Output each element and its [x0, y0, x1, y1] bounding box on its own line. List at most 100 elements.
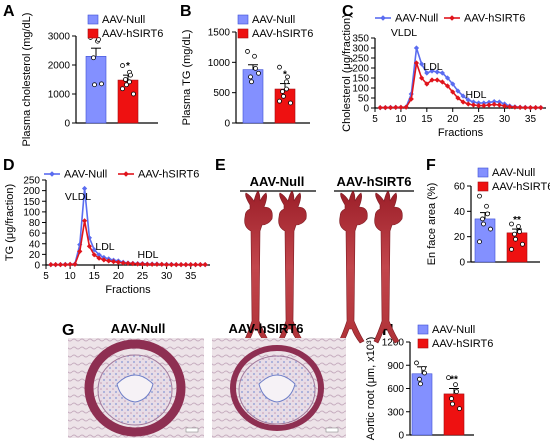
data-point [120, 86, 125, 92]
y-tick-label: 350 [352, 34, 369, 45]
y-tick-label: 250 [23, 176, 40, 187]
x-tick-label: 15 [421, 114, 433, 125]
annotation-label: HDL [137, 249, 158, 261]
significance-marker: ** [513, 215, 521, 226]
x-tick-label: 25 [137, 271, 149, 282]
data-point [135, 261, 141, 267]
data-point [522, 105, 528, 111]
data-point [387, 105, 394, 111]
legend-label: AAV-Null [492, 167, 535, 179]
data-point [422, 370, 427, 376]
y-tick-label: 200 [352, 64, 369, 75]
x-tick-label: 5 [43, 271, 49, 282]
data-point [188, 262, 194, 268]
data-point [429, 68, 435, 74]
data-point [512, 104, 518, 110]
legend-swatch [87, 28, 99, 39]
data-point [173, 262, 179, 268]
y-tick-label: 300 [387, 407, 404, 418]
bar [242, 69, 264, 124]
data-point [99, 81, 104, 87]
data-point [457, 406, 462, 412]
data-point [91, 55, 96, 61]
e-sirt6-label: AAV-hSIRT6 [337, 174, 412, 189]
legend-swatch [477, 167, 489, 178]
data-point [183, 262, 189, 268]
data-point [413, 45, 420, 51]
data-point [81, 218, 88, 224]
data-point [256, 70, 261, 76]
legend-label: AAV-hSIRT6 [464, 13, 525, 25]
significance-marker: * [126, 61, 130, 72]
data-point [92, 82, 97, 88]
data-point [419, 61, 425, 67]
data-point [253, 66, 258, 71]
data-point [488, 226, 493, 232]
series-line [380, 47, 541, 109]
x-tick-label: 20 [447, 114, 459, 125]
data-point [509, 221, 514, 227]
legend-swatch [87, 14, 99, 25]
data-point [168, 262, 175, 268]
legend-swatch [417, 338, 429, 349]
legend-label: AAV-hSIRT6 [138, 169, 199, 181]
data-point [408, 96, 414, 102]
scale-bar-null [185, 427, 199, 433]
data-point [481, 103, 487, 109]
y-tick-label: 1000 [48, 90, 71, 101]
g-sirt6-label: AAV-hSIRT6 [229, 321, 304, 336]
chart-c: 5 10 15 20 25 30 35050100150200250300350Fracti… [341, 13, 546, 139]
y-axis-label: Aortic root (μm, x10³) [365, 337, 377, 441]
data-point [520, 241, 525, 247]
data-point [149, 261, 155, 267]
data-point [280, 89, 285, 94]
y-tick-label: 1000 [208, 58, 231, 69]
data-point [96, 252, 102, 258]
x-tick-label: 30 [499, 114, 511, 125]
data-point [484, 203, 489, 209]
y-tick-label: 2000 [48, 61, 71, 72]
panel-label-b: B [180, 3, 192, 20]
data-point [96, 37, 101, 42]
data-point [460, 99, 466, 105]
series-line [50, 220, 206, 266]
bar [443, 393, 465, 436]
data-point [444, 83, 451, 89]
x-axis-label: Fractions [105, 284, 151, 296]
legend-marker [380, 15, 386, 21]
y-tick-label: 40 [29, 239, 41, 250]
data-point [139, 261, 146, 267]
data-point [444, 75, 451, 81]
legend-swatch [237, 28, 249, 39]
y-tick-label: 600 [387, 384, 404, 395]
legend-label: AAV-Null [64, 169, 107, 181]
annotation-label: VLDL [65, 191, 91, 203]
aorta-null-2 [277, 190, 307, 344]
data-point [144, 261, 150, 267]
y-tick-label: 0 [363, 104, 369, 115]
data-point [455, 88, 461, 94]
data-point [476, 103, 482, 109]
data-point [477, 239, 482, 245]
data-point [424, 81, 430, 87]
data-point [91, 252, 97, 258]
data-point [512, 231, 517, 237]
data-point [159, 261, 165, 267]
y-tick-label: 0 [398, 431, 404, 442]
data-point [277, 98, 282, 104]
data-point [418, 381, 423, 387]
y-tick-label: 1200 [382, 338, 405, 349]
data-point [57, 262, 64, 268]
data-point [72, 261, 78, 267]
data-point [434, 69, 440, 75]
data-point [450, 89, 456, 95]
significance-marker: ** [450, 375, 458, 386]
y-tick-label: 300 [352, 44, 369, 55]
data-point [449, 396, 454, 401]
data-point [485, 211, 490, 217]
data-point [496, 102, 502, 108]
data-point [501, 103, 508, 109]
y-tick-label: 900 [387, 361, 404, 372]
x-tick-label: 35 [185, 271, 197, 282]
